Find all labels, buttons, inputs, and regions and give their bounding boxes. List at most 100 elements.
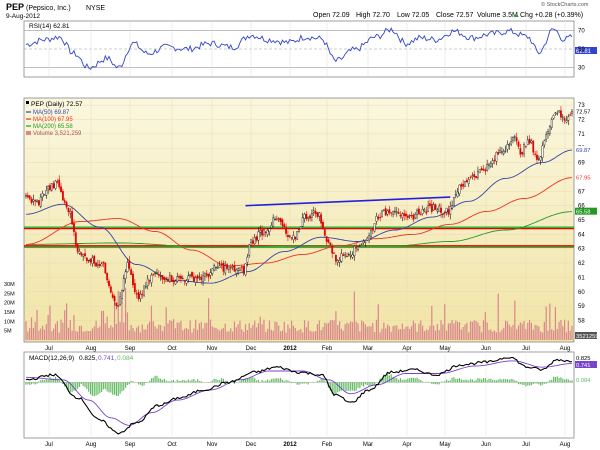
candle-body: [386, 210, 389, 215]
volume-bar: [263, 319, 265, 340]
macd-hist-bar: [399, 378, 402, 383]
volume-bar: [267, 328, 269, 340]
volume-bar: [67, 327, 70, 340]
candle-body: [506, 144, 509, 150]
ma200-legend: MA(200) 65.58: [33, 124, 73, 130]
macd-hist-bar: [427, 381, 429, 383]
x-axis-label: Aug: [86, 442, 97, 448]
macd-hist-bar: [320, 378, 322, 383]
volume-bar: [137, 325, 140, 340]
macd-hist-bar: [536, 382, 538, 384]
macd-hist-bar: [490, 378, 492, 383]
volume-bar: [409, 328, 411, 340]
volume-bar: [102, 310, 105, 340]
candle-body: [183, 279, 186, 282]
candle-body: [117, 305, 120, 307]
candle-body: [28, 195, 31, 199]
volume-bar: [217, 329, 219, 340]
volume-bar: [499, 331, 501, 340]
candle-body: [419, 214, 422, 216]
macd-hist-bar: [501, 379, 503, 383]
macd-hist-bar: [346, 382, 348, 392]
volume-bar: [152, 321, 154, 340]
candle-body: [157, 273, 160, 276]
volume-bar: [368, 326, 370, 340]
candle-body: [159, 275, 162, 277]
volume-bar: [134, 331, 136, 340]
macd-hist-bar: [528, 382, 531, 386]
macd-hist-bar: [226, 380, 228, 383]
candle-body: [228, 265, 230, 270]
volume-bar: [62, 322, 64, 340]
macd-hist-bar: [571, 380, 573, 383]
ma100-legend: MA(100) 67.95: [33, 117, 73, 123]
macd-hist-bar: [516, 381, 518, 383]
candle-body: [270, 225, 273, 229]
candle-body: [403, 213, 406, 216]
macd-hist-bar: [119, 382, 121, 394]
volume-bar: [503, 327, 505, 340]
macd-legend-name: MACD(12,26,9): [29, 355, 74, 362]
candle-body: [216, 267, 219, 269]
volume-bar: [289, 328, 291, 340]
volume-bar: [462, 326, 464, 340]
macd-hist-bar: [418, 379, 420, 383]
candle-body: [36, 200, 38, 202]
macd-hist-bar: [101, 382, 103, 393]
macd-hist-bar: [322, 378, 324, 383]
candle-body: [357, 246, 359, 250]
macd-hist-bar: [421, 381, 424, 383]
price-axis-label: 62: [578, 261, 585, 267]
volume-bar: [497, 293, 499, 340]
volume-bar: [77, 331, 79, 340]
volume-bar: [434, 330, 437, 340]
candle-body: [382, 209, 385, 211]
macd-hist-bar: [244, 378, 247, 383]
volume-bar: [327, 322, 330, 340]
macd-hist-bar: [394, 377, 396, 383]
volume-bar: [110, 325, 112, 340]
volume-bar: [130, 325, 132, 340]
candle-body: [495, 152, 498, 162]
volume-bar: [313, 331, 315, 340]
macd-hist-bar: [543, 382, 545, 384]
macd-hist-bar: [541, 382, 544, 385]
macd-hist-bar: [86, 382, 88, 390]
macd-hist-bar: [279, 377, 282, 383]
volume-bar: [565, 332, 568, 340]
candle-body: [189, 274, 192, 276]
volume-bar: [265, 331, 267, 340]
macd-hist-bar: [398, 379, 400, 383]
volume-bar: [477, 322, 479, 340]
macd-hist-bar: [348, 382, 350, 391]
candle-body: [392, 210, 394, 215]
candle-body: [275, 218, 278, 220]
candle-body: [417, 208, 420, 215]
candle-body: [406, 215, 409, 218]
macd-hist-bar: [523, 382, 525, 385]
candle-body: [336, 260, 339, 263]
macd-hist-bar: [479, 378, 481, 383]
volume-bar: [564, 319, 566, 340]
candle-body: [436, 209, 439, 212]
volume-bar: [468, 332, 470, 340]
volume-bar: [326, 323, 328, 340]
macd-hist-bar: [569, 380, 571, 383]
volume-bar: [453, 323, 455, 340]
volume-bar: [508, 324, 510, 340]
macd-hist-bar: [468, 380, 470, 383]
macd-hist-bar: [462, 380, 464, 383]
volume-bar: [250, 327, 252, 340]
x-axis-label: Nov: [207, 442, 218, 448]
volume-bar: [348, 323, 350, 340]
macd-hist-bar: [185, 380, 188, 383]
macd-hist-bar: [130, 380, 132, 383]
macd-hist-bar: [449, 380, 451, 383]
volume-bar: [362, 321, 365, 340]
candle-body: [379, 217, 382, 219]
volume-bar: [193, 328, 195, 340]
candle-body: [301, 217, 304, 227]
volume-bar: [254, 320, 256, 340]
volume-bar: [27, 331, 29, 340]
x-axis-label: Aug: [560, 442, 571, 448]
